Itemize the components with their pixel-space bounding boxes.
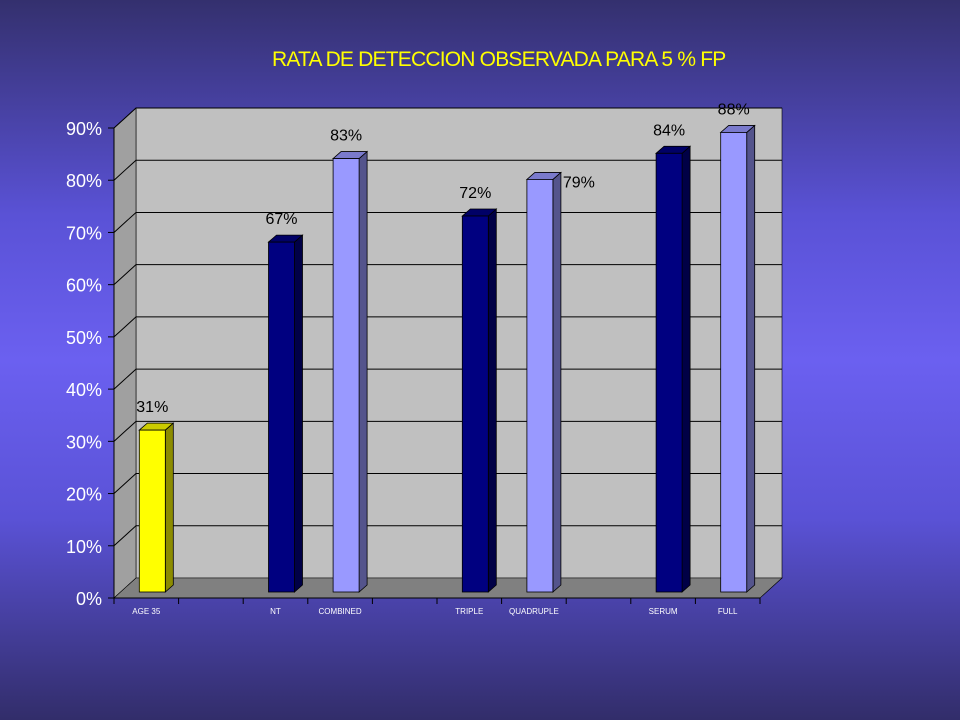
data-label: 72% bbox=[459, 185, 491, 202]
bar-side bbox=[681, 145, 691, 593]
gridline bbox=[113, 368, 782, 390]
y-tick-label: 10% bbox=[66, 537, 102, 557]
gridline bbox=[113, 211, 782, 233]
bar bbox=[655, 152, 683, 593]
gridline bbox=[113, 420, 782, 442]
bar-side bbox=[487, 208, 497, 593]
x-tick-label: QUADRUPLE bbox=[509, 607, 559, 616]
y-tick-label: 80% bbox=[66, 171, 102, 191]
y-tick-label: 20% bbox=[66, 485, 102, 505]
bar bbox=[268, 241, 295, 593]
y-tick-label: 0% bbox=[76, 589, 102, 609]
gridline bbox=[113, 159, 782, 181]
gridline bbox=[113, 264, 782, 286]
data-label: 67% bbox=[265, 211, 297, 228]
data-label: 79% bbox=[563, 174, 595, 191]
bar bbox=[332, 158, 360, 593]
gridline bbox=[113, 316, 782, 338]
bar bbox=[138, 429, 166, 593]
data-label: 83% bbox=[330, 128, 362, 145]
y-tick-label: 90% bbox=[66, 119, 102, 139]
y-tick-label: 50% bbox=[66, 328, 102, 348]
y-tick-label: 40% bbox=[66, 380, 102, 400]
chart-title: RATA DE DETECCION OBSERVADA PARA 5 % FP bbox=[272, 48, 726, 71]
gridline bbox=[113, 525, 782, 547]
y-tick-label: 60% bbox=[66, 276, 102, 296]
bar bbox=[461, 215, 489, 593]
gridline bbox=[113, 107, 782, 129]
bar-side bbox=[294, 234, 303, 593]
data-label: 84% bbox=[653, 122, 685, 139]
x-tick-label: COMBINED bbox=[319, 607, 362, 616]
x-tick-label: NT bbox=[270, 607, 281, 616]
data-label: 88% bbox=[718, 101, 750, 118]
x-tick-label: TRIPLE bbox=[455, 607, 483, 616]
bar-side bbox=[746, 124, 756, 593]
chart-side-wall bbox=[113, 107, 137, 599]
data-label: 31% bbox=[136, 399, 168, 416]
bar-side bbox=[552, 171, 562, 593]
bar-side bbox=[164, 422, 174, 593]
bar bbox=[526, 179, 554, 593]
x-tick-label: AGE 35 bbox=[132, 607, 161, 616]
y-tick-label: 30% bbox=[66, 432, 102, 452]
gridline bbox=[113, 473, 782, 494]
x-tick-label: SERUM bbox=[649, 607, 678, 616]
y-tick-label: 70% bbox=[66, 223, 102, 243]
x-tick-label: FULL bbox=[718, 607, 738, 616]
bar-side bbox=[358, 150, 368, 593]
bar bbox=[720, 132, 748, 593]
